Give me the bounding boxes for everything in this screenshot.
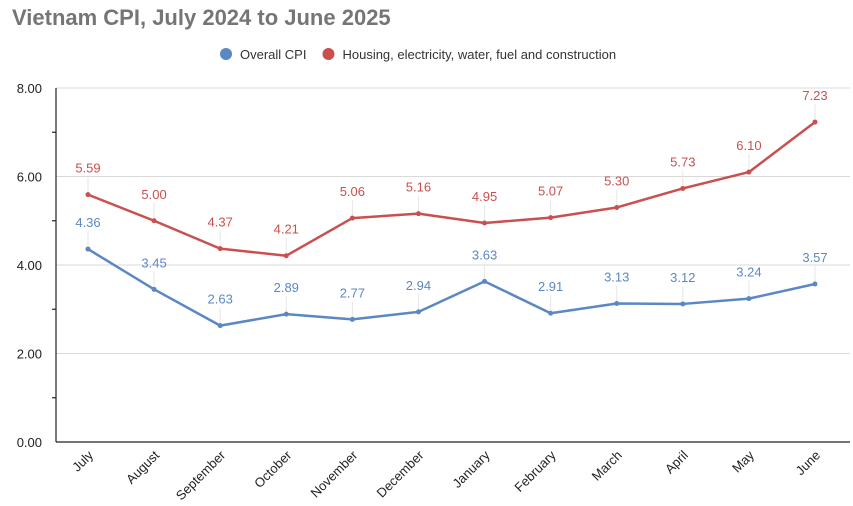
data-point [85,246,91,252]
data-label: 5.30 [604,173,629,188]
data-point [746,169,752,175]
x-tick-label: May [729,447,757,475]
data-label: 4.36 [75,215,100,230]
legend-marker-1 [322,48,335,60]
data-point [415,211,421,217]
data-point [548,310,554,316]
data-label: 2.63 [208,292,233,307]
data-point [349,215,355,221]
chart-title: Vietnam CPI, July 2024 to June 2025 [12,5,391,30]
data-label: 2.89 [274,280,299,295]
data-label: 7.23 [802,88,827,103]
data-point [151,218,157,224]
data-point [746,296,752,302]
data-label: 3.24 [736,265,761,280]
data-point [283,253,289,259]
data-label: 5.06 [340,184,365,199]
data-point [283,311,289,317]
data-point [548,215,554,221]
x-tick-label: January [449,447,493,491]
x-tick-label: February [511,447,559,495]
x-tick-label: September [173,447,229,503]
data-point [614,204,620,210]
data-point [812,281,818,287]
x-tick-label: June [793,448,824,479]
y-tick-label: 8.00 [17,81,42,96]
data-label: 5.07 [538,184,563,199]
data-point [614,300,620,306]
data-label: 6.10 [736,138,761,153]
data-point [217,246,223,252]
data-point [680,301,686,307]
x-tick-label: November [307,447,360,500]
data-label: 4.21 [274,222,299,237]
y-tick-label: 0.00 [17,435,42,450]
data-point [151,286,157,292]
data-point [415,309,421,315]
legend-marker-0 [220,48,232,60]
x-tick-label: December [374,447,427,500]
data-point [680,185,686,191]
data-label: 3.63 [472,247,497,262]
legend-label-1: Housing, electricity, water, fuel and co… [342,47,616,62]
data-label: 2.77 [340,285,365,300]
data-label: 3.13 [604,269,629,284]
x-tick-label: April [662,447,691,476]
data-label: 5.59 [75,161,100,176]
x-tick-label: March [589,448,625,484]
x-tick-label: October [251,447,295,491]
data-label: 5.73 [670,154,695,169]
data-point [217,323,223,329]
x-tick-label: August [123,447,162,486]
data-label: 5.00 [141,187,166,202]
data-label: 4.37 [208,215,233,230]
data-label: 2.94 [406,278,431,293]
series-line-1 [87,121,816,257]
data-point [482,278,488,284]
x-tick-label: July [69,447,96,474]
data-point [482,220,488,226]
y-tick-label: 2.00 [17,347,42,362]
data-point [85,192,91,198]
data-label: 3.45 [141,255,166,270]
data-label: 5.16 [406,180,431,195]
legend-label-0: Overall CPI [240,47,306,62]
data-label: 4.95 [472,189,497,204]
data-point [349,316,355,322]
data-label: 3.57 [802,250,827,265]
data-label: 2.91 [538,279,563,294]
data-point [812,119,818,125]
data-label: 3.12 [670,270,695,285]
y-tick-label: 4.00 [17,258,42,273]
y-tick-label: 6.00 [17,170,42,185]
series-line-0 [87,248,816,327]
